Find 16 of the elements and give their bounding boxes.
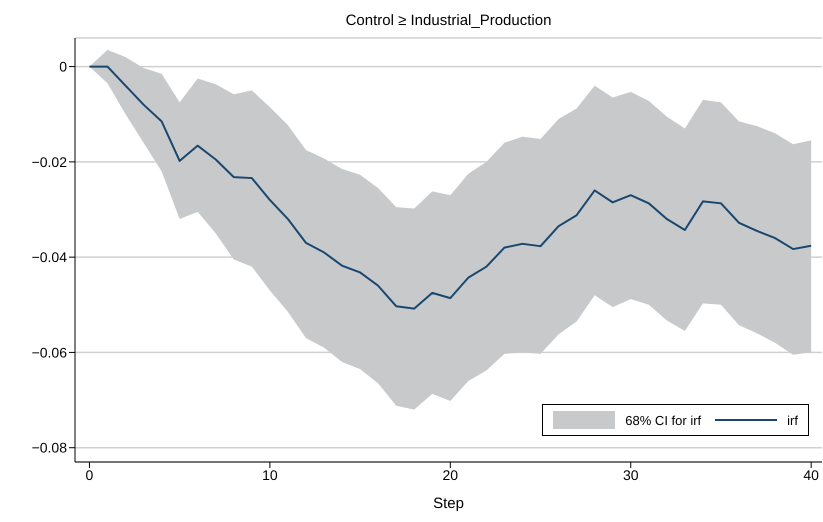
x-tick-label: 40	[803, 466, 820, 483]
x-tick-label: 0	[86, 466, 94, 483]
chart-title: Control ≥ Industrial_Production	[344, 12, 552, 29]
x-tick-label: 30	[622, 466, 639, 483]
y-tick-label: 0	[59, 58, 68, 75]
x-tick-label: 20	[442, 466, 458, 483]
y-tick-label: −0.04	[32, 249, 68, 266]
annotation: 68% CI for irf	[625, 412, 702, 428]
y-tick-label: −0.06	[32, 344, 68, 360]
y-tick-label: −0.02	[32, 154, 68, 170]
line-series	[88, 66, 812, 310]
x-tick-label: 10	[262, 466, 278, 483]
legend: 68% CI for irf irf	[542, 404, 809, 436]
y-tick-label: −0.08	[32, 440, 68, 456]
legend-label: irf	[787, 412, 798, 428]
x-axis-title: Step	[433, 495, 464, 512]
